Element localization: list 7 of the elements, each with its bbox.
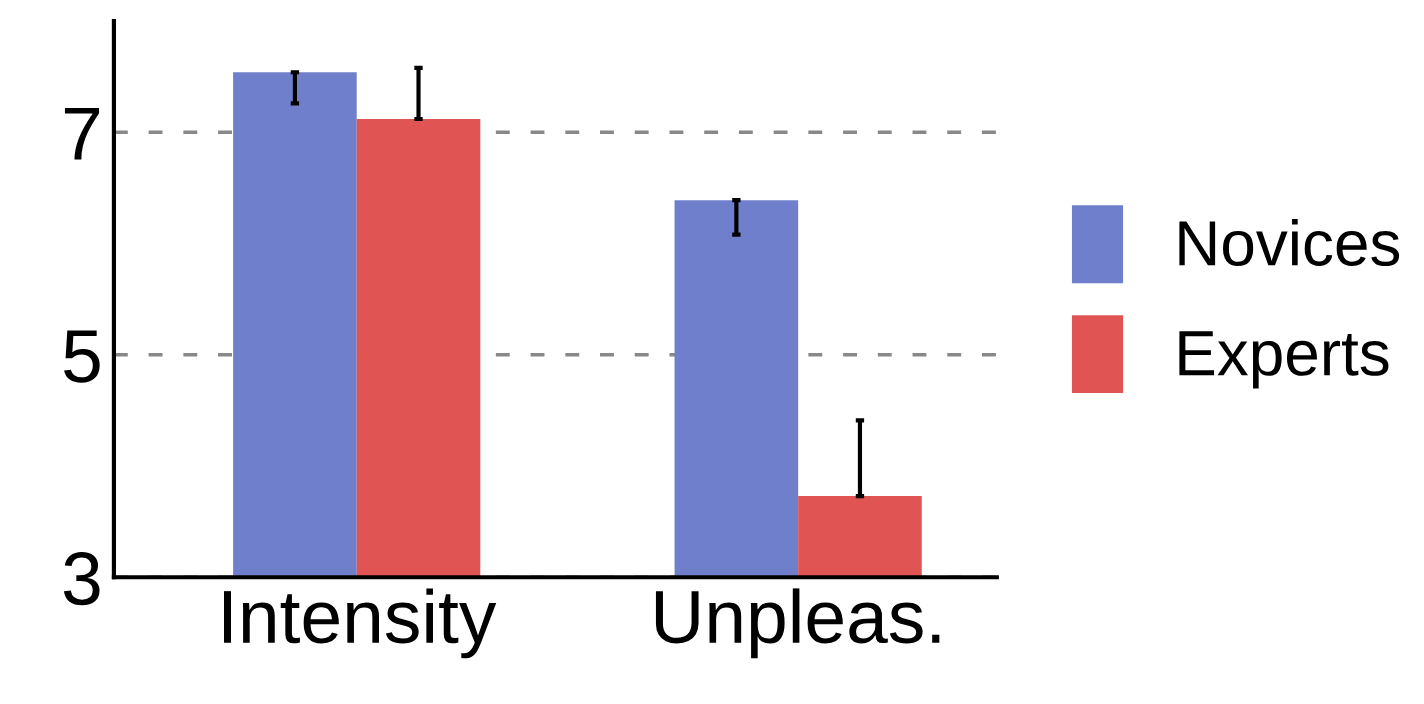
x-tick-label: Intensity <box>223 588 497 659</box>
legend-label: Novices <box>1179 219 1400 266</box>
y-tick-label: 7 <box>64 107 100 160</box>
legend-label: Experts <box>1179 331 1389 389</box>
y-tick-label: 3 <box>63 552 100 606</box>
x-tick-label: Unpleas. <box>655 588 940 659</box>
y-tick-label: 5 <box>64 330 100 383</box>
